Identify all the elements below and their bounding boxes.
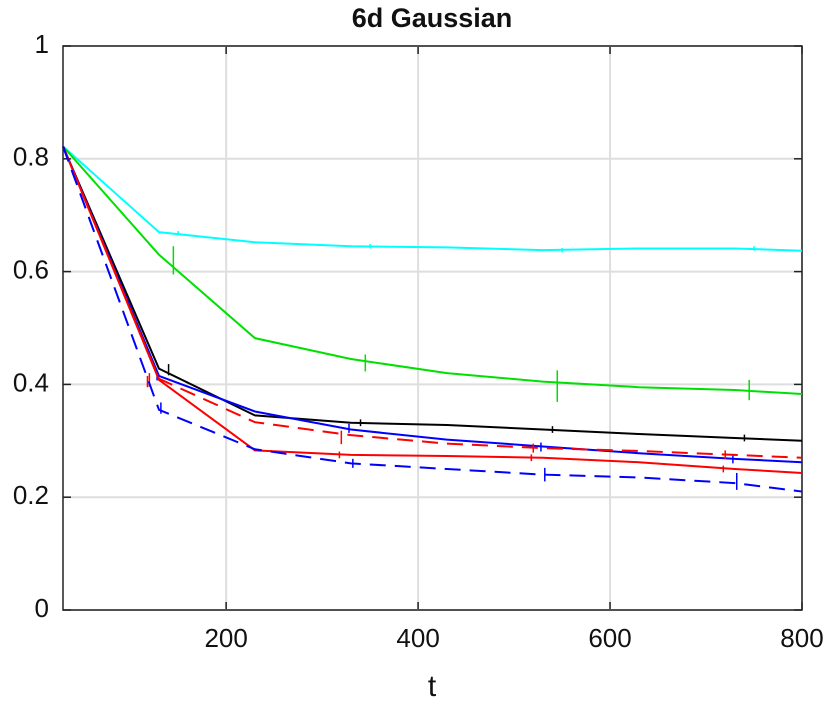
y-tick-label: 0.2 bbox=[13, 480, 49, 510]
y-tick-label: 0.6 bbox=[13, 254, 49, 284]
series-line bbox=[62, 145, 803, 395]
x-tick-label: 600 bbox=[588, 623, 631, 653]
series-line bbox=[62, 146, 803, 474]
y-tick-label: 0.8 bbox=[13, 142, 49, 172]
series-line bbox=[62, 146, 803, 493]
series-line bbox=[62, 145, 803, 252]
chart-title: 6d Gaussian bbox=[352, 3, 513, 33]
series-line bbox=[62, 146, 803, 459]
y-tick-label: 0 bbox=[35, 593, 49, 623]
x-tick-label: 400 bbox=[396, 623, 439, 653]
plot-frame bbox=[62, 45, 803, 611]
y-tick-label: 0.4 bbox=[13, 367, 49, 397]
x-axis-label: t bbox=[428, 670, 437, 703]
y-tick-label: 1 bbox=[35, 29, 49, 59]
x-tick-label: 800 bbox=[780, 623, 823, 653]
x-tick-label: 200 bbox=[204, 623, 247, 653]
series-line bbox=[62, 146, 803, 464]
series-line bbox=[62, 145, 803, 442]
